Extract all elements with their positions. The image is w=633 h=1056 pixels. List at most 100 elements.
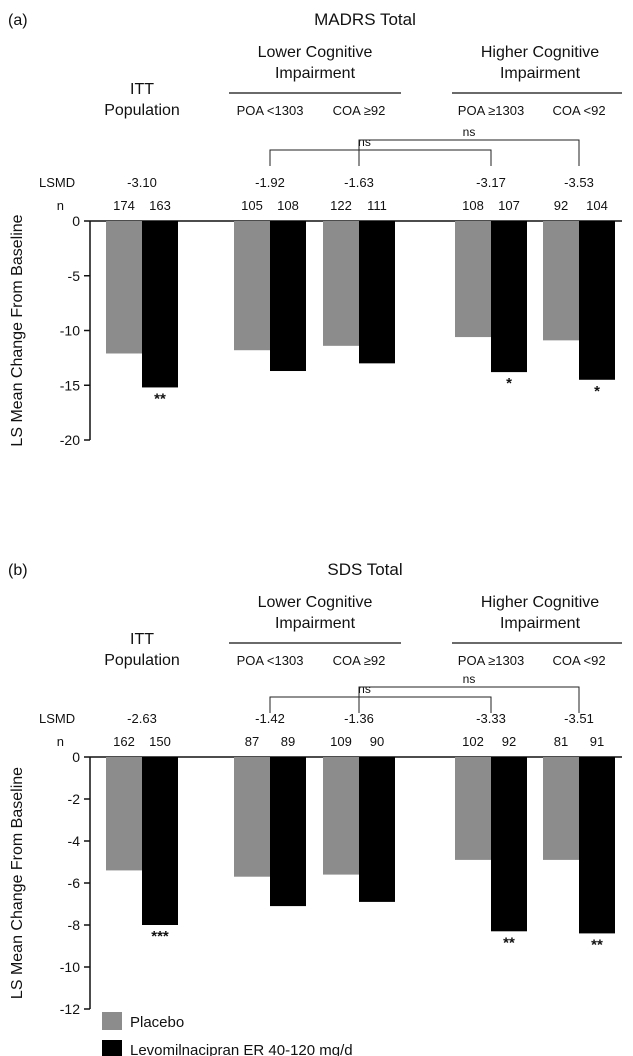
lsmd-value: -3.10 — [127, 175, 157, 190]
n-value: 92 — [502, 734, 516, 749]
n-value: 108 — [277, 198, 299, 213]
bar-placebo — [234, 757, 270, 877]
n-value: 111 — [367, 198, 387, 213]
lsmd-value: -3.17 — [476, 175, 506, 190]
bar-levomilnacipran — [270, 757, 306, 907]
y-tick-label: 0 — [72, 213, 80, 229]
bar-levomilnacipran — [359, 221, 395, 364]
comparison-bracket — [358, 139, 580, 166]
comparison-bracket — [358, 686, 580, 713]
bar-placebo — [455, 221, 491, 338]
bar-placebo — [323, 757, 359, 875]
n-value: 87 — [245, 734, 259, 749]
y-tick-label: -20 — [60, 432, 80, 448]
subgroup-label: POA ≥1303 — [458, 103, 524, 118]
subgroup-label: POA <1303 — [237, 653, 304, 668]
y-tick-label: -10 — [60, 323, 80, 339]
n-row-label: n — [57, 734, 64, 749]
y-tick-label: -5 — [68, 268, 81, 284]
subgroup-label: COA ≥92 — [333, 103, 386, 118]
significance-marker: * — [594, 383, 600, 400]
comparison-label: ns — [463, 125, 476, 139]
group-header-line: Impairment — [500, 65, 581, 82]
lsmd-value: -2.63 — [127, 711, 157, 726]
comparison-label: ns — [358, 135, 371, 149]
bar-placebo — [543, 757, 579, 860]
group-header-line: Lower Cognitive — [258, 44, 373, 61]
chart-title: MADRS Total — [314, 10, 416, 29]
y-tick-label: -8 — [68, 917, 81, 933]
bar-placebo — [323, 221, 359, 346]
legend-label: Levomilnacipran ER 40-120 mg/d — [130, 1042, 353, 1056]
n-value: 91 — [590, 734, 604, 749]
group-header-line: ITT — [130, 81, 154, 98]
lsmd-row-label: LSMD — [39, 711, 75, 726]
y-tick-label: -6 — [68, 875, 81, 891]
comparison-bracket — [269, 696, 492, 713]
bar-levomilnacipran — [579, 221, 615, 380]
lsmd-value: -3.51 — [564, 711, 594, 726]
y-tick-label: 0 — [72, 749, 80, 765]
lsmd-value: -1.36 — [344, 711, 374, 726]
chart-title: SDS Total — [327, 560, 402, 579]
lsmd-value: -3.33 — [476, 711, 506, 726]
lsmd-value: -1.42 — [255, 711, 285, 726]
n-value: 92 — [554, 198, 568, 213]
n-value: 104 — [586, 198, 608, 213]
group-header-line: Impairment — [500, 615, 581, 632]
n-value: 122 — [330, 198, 352, 213]
lsmd-value: -1.92 — [255, 175, 285, 190]
significance-marker: ** — [154, 390, 166, 407]
significance-marker: ** — [591, 936, 603, 953]
lsmd-row-label: LSMD — [39, 175, 75, 190]
legend-label: Placebo — [130, 1014, 184, 1031]
group-header-line: Impairment — [275, 65, 356, 82]
bar-placebo — [106, 221, 142, 354]
subgroup-label: COA <92 — [552, 653, 605, 668]
panel-label: (a) — [8, 12, 28, 29]
y-tick-label: -4 — [68, 833, 81, 849]
subgroup-label: POA ≥1303 — [458, 653, 524, 668]
lsmd-value: -1.63 — [344, 175, 374, 190]
n-value: 90 — [370, 734, 384, 749]
n-value: 107 — [498, 198, 520, 213]
lsmd-value: -3.53 — [564, 175, 594, 190]
comparison-label: ns — [358, 682, 371, 696]
legend: Placebo Levomilnacipran ER 40-120 mg/d — [102, 1012, 353, 1056]
bar-levomilnacipran — [491, 221, 527, 373]
y-axis-label: LS Mean Change From Baseline — [9, 214, 26, 446]
panel-label: (b) — [8, 562, 28, 579]
y-tick-label: -12 — [60, 1001, 80, 1017]
y-axis-label: LS Mean Change From Baseline — [9, 767, 26, 999]
panel-sds: (b) SDS Total ITT Population Lower Cognitive… — [8, 560, 622, 1017]
group-header-line: ITT — [130, 631, 154, 648]
group-header-line: Impairment — [275, 615, 356, 632]
n-value: 105 — [241, 198, 263, 213]
significance-marker: * — [506, 375, 512, 392]
group-header-line: Population — [104, 652, 180, 669]
n-value: 150 — [149, 734, 171, 749]
n-value: 108 — [462, 198, 484, 213]
legend-swatch — [102, 1040, 122, 1056]
group-header-line: Higher Cognitive — [481, 594, 599, 611]
n-value: 163 — [149, 198, 171, 213]
bar-levomilnacipran — [142, 221, 178, 388]
bar-placebo — [106, 757, 142, 871]
n-value: 89 — [281, 734, 295, 749]
bar-placebo — [455, 757, 491, 860]
n-value: 81 — [554, 734, 568, 749]
n-row-label: n — [57, 198, 64, 213]
comparison-bracket — [269, 149, 492, 166]
subgroup-label: POA <1303 — [237, 103, 304, 118]
bar-levomilnacipran — [142, 757, 178, 925]
bar-levomilnacipran — [579, 757, 615, 934]
significance-marker: ** — [503, 934, 515, 951]
legend-swatch — [102, 1012, 122, 1030]
bar-levomilnacipran — [491, 757, 527, 932]
bar-placebo — [234, 221, 270, 351]
bar-levomilnacipran — [359, 757, 395, 902]
panel-madrs: (a) MADRS Total ITT Population Lower Cogniti… — [8, 10, 622, 448]
subgroup-label: COA ≥92 — [333, 653, 386, 668]
bar-levomilnacipran — [270, 221, 306, 372]
